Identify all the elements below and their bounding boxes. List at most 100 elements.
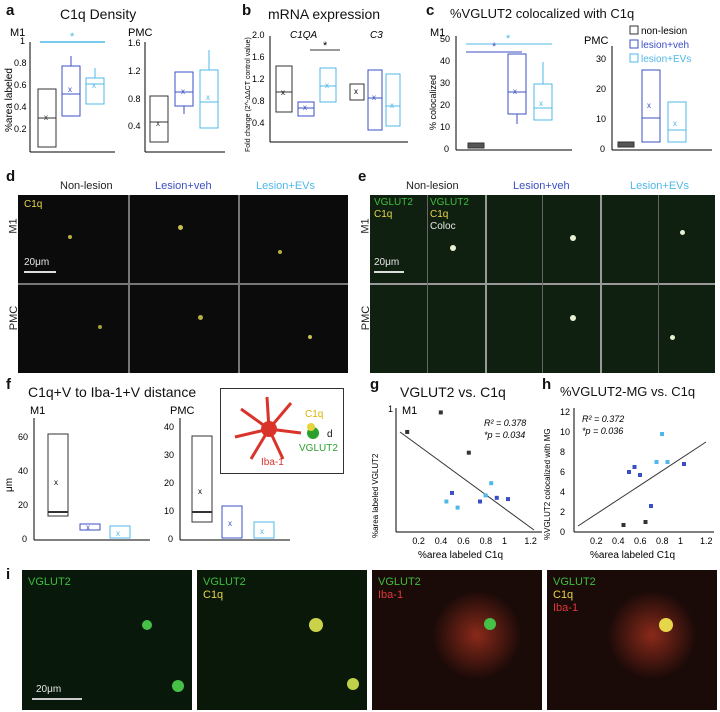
d-col-nonlesion: Non-lesion [60,180,113,192]
svg-text:x: x [68,85,72,94]
y-tick-label: 10 [560,427,570,437]
panel-a-tick: 0.8 [14,58,27,68]
panel-h-r2: R² = 0.372 [582,414,624,424]
panel-c-ylabel: % colocalized [428,75,438,130]
panel-f-pmc-label: PMC [170,405,195,417]
panel-f-tick: 40 [18,466,28,476]
e-stain-c1q: C1q [430,209,449,220]
x-tick-label: 0.6 [457,536,470,546]
panel-a-tick: 0.4 [128,121,141,131]
panel-a-m1-label: M1 [10,27,25,39]
x-tick-label: 0.8 [656,536,669,546]
scatter-point [455,505,460,510]
svg-text:x: x [181,87,185,96]
svg-text:x: x [513,87,517,96]
panel-b-ylabel: Fold change (2^-ΔΔCT control value) [245,37,252,152]
panel-h-chart: R² = 0.372 *p = 0.036 %VGLUT2 colocalize… [543,407,714,560]
panel-h-title: %VGLUT2-MG vs. C1q [560,384,696,399]
x-tick-label: 0.2 [590,536,603,546]
panel-c-tick: 50 [440,34,450,44]
e-scale: 20μm [374,257,400,268]
scatter-point [450,490,454,495]
panel-letter-d: d [6,168,16,185]
svg-text:x: x [116,529,120,538]
e-stain-coloc: Coloc [430,221,456,232]
tile-2-label-1: VGLUT2 [203,576,246,588]
tile-4-label-2: C1q [553,589,574,601]
panel-b-tick: 1.6 [252,52,265,62]
panel-f-tick: 0 [22,534,27,544]
scatter-point [627,470,631,474]
svg-text:x: x [44,113,48,122]
tile-merged: VGLUT2 C1q Iba-1 [547,570,717,710]
svg-text:x: x [260,527,264,536]
scatter-point [638,473,642,477]
panel-c-tick: 10 [596,114,606,124]
panel-c-tick: 20 [596,84,606,94]
x-tick-label: 1 [502,536,507,546]
svg-text:x: x [354,87,358,96]
legend-evs: lesion+EVs [641,54,691,65]
svg-text:x: x [303,103,307,112]
x-tick-label: 0.8 [480,536,493,546]
y-tick-label: 8 [560,447,565,457]
panel-letter-a: a [6,2,15,19]
scatter-point [643,520,648,524]
e-col-veh: Lesion+veh [513,180,570,192]
panel-c-tick: 20 [440,100,450,110]
panel-g-r2: R² = 0.378 [484,418,526,428]
tile-4-label-3: Iba-1 [553,602,579,614]
svg-text:x: x [92,81,96,90]
panel-c-sig-star: * [506,33,511,45]
panel-a-chart: M1 PMC %area labeled 0.2 0.4 0.6 0.8 1 *… [4,27,225,153]
scatter-point [660,432,664,436]
panel-c-tick: 0 [600,144,605,154]
panel-g-region: M1 [402,405,417,417]
panel-b-tick: 2.0 [252,30,265,40]
scatter-point [649,504,653,508]
panel-a-sig-star: * [70,31,75,43]
panel-g-title: VGLUT2 vs. C1q [400,384,506,400]
panel-c-title: %VGLUT2 colocalized with C1q [450,6,635,21]
panel-letter-i: i [6,566,11,583]
gene-c1qa: C1QA [290,30,318,41]
scatter-point [466,450,471,455]
svg-text:x: x [647,101,651,110]
scatter-point [506,497,510,502]
x-tick-label: 1.2 [700,536,713,546]
panel-c-pmc-label: PMC [584,35,609,47]
panel-c-sig-star: * [492,41,497,53]
panel-c-tick: 10 [440,122,450,132]
scatter-point [489,481,494,486]
panel-f-tick: 30 [164,450,174,460]
panel-letter-h: h [542,376,552,393]
panel-f-tick: 0 [168,534,173,544]
e-row-pmc: PMC [360,305,373,331]
panel-b-sig-star: * [323,40,328,52]
panel-h-ylabel: %VGLUT2 colocalized with MG [543,428,552,540]
panel-letter-g: g [370,376,380,393]
panel-h-p: *p = 0.036 [582,426,623,436]
scatter-point [494,495,499,500]
tile-1-label: VGLUT2 [28,576,71,588]
scatter-point [665,460,670,464]
inset-c1q: C1q [305,409,324,420]
panel-i-micrographs: VGLUT2 20μm VGLUT2 C1q VGLUT2 Iba-1 VGLU… [22,570,718,710]
scatter-point [438,410,443,415]
panel-a-tick: 0.4 [14,102,27,112]
panel-c-chart: M1 PMC % colocalized 0 10 20 30 40 50 * … [428,25,712,154]
panel-f-chart: M1 PMC μm 0 20 40 60 x x x 0 10 20 30 40… [4,405,290,544]
svg-text:x: x [198,487,202,496]
panel-f-tick: 20 [18,500,28,510]
panel-f-tick: 20 [164,478,174,488]
inset-iba1: Iba-1 [261,457,284,468]
x-tick-label: 0.2 [412,536,425,546]
tile-2-label-2: C1q [203,589,224,601]
panel-f-tick: 40 [164,422,174,432]
inset-d: d [327,429,333,440]
panel-b-tick: 1.2 [252,74,265,84]
panel-g-ylabel: %area labeled VGLUT2 [371,453,380,538]
svg-text:x: x [281,88,285,97]
y-tick-label: 4 [560,487,565,497]
panel-letter-f: f [6,376,11,393]
